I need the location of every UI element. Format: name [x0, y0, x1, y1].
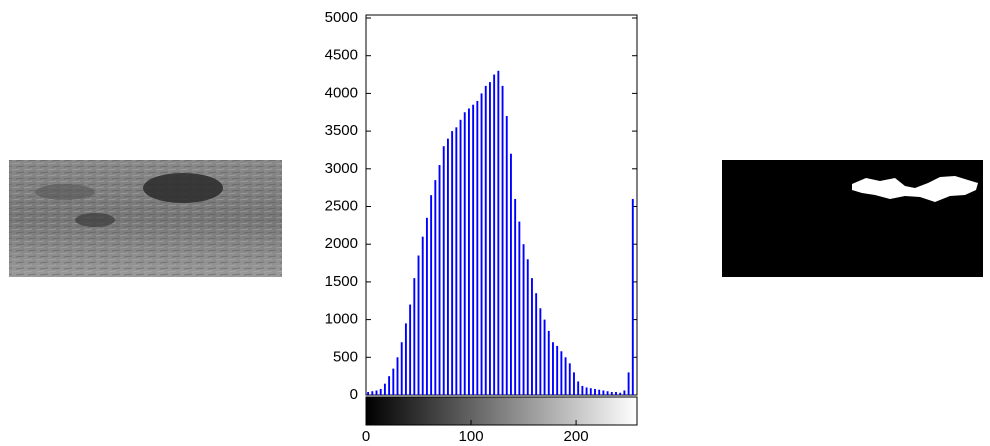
bar [581, 386, 583, 395]
bar [628, 372, 630, 395]
figure: 0500100015002000250030003500400045005000… [0, 0, 990, 446]
bar [607, 391, 609, 395]
y-tick-label: 3000 [325, 160, 358, 177]
bar [371, 391, 373, 395]
segmentation-mask [722, 160, 983, 277]
bar [447, 139, 449, 395]
bar [615, 392, 617, 395]
x-tick-label: 0 [362, 428, 370, 445]
bar [598, 390, 600, 395]
bar [376, 390, 378, 395]
bar [552, 342, 554, 395]
bar [535, 293, 537, 395]
bar [548, 331, 550, 395]
y-tick-label: 5000 [325, 9, 358, 26]
bar [388, 376, 390, 395]
bar [514, 199, 516, 395]
bar [510, 154, 512, 395]
bar [405, 323, 407, 395]
bar [481, 93, 483, 395]
bar [560, 351, 562, 395]
bar [439, 165, 441, 395]
bar [401, 342, 403, 395]
bar [443, 146, 445, 395]
bar [485, 86, 487, 395]
colorbar [366, 397, 637, 425]
bar [455, 127, 457, 395]
bar [565, 357, 567, 395]
y-tick-label: 4500 [325, 47, 358, 64]
bar [632, 199, 634, 395]
bar [590, 388, 592, 395]
bar [527, 259, 529, 395]
bar [460, 120, 462, 395]
bar [468, 108, 470, 395]
bar [422, 237, 424, 395]
ultrasound-image [9, 160, 282, 277]
bar [523, 244, 525, 395]
bar [380, 389, 382, 395]
bar [539, 308, 541, 395]
bar [493, 75, 495, 395]
bar [518, 222, 520, 395]
y-tick-label: 1000 [325, 311, 358, 328]
x-tick-label: 100 [459, 428, 484, 445]
bar [497, 71, 499, 395]
bar [623, 390, 625, 395]
bar [489, 82, 491, 395]
bar [602, 390, 604, 395]
bar [594, 389, 596, 395]
y-tick-label: 0 [350, 386, 358, 403]
y-tick-label: 2500 [325, 197, 358, 214]
bar [573, 372, 575, 395]
bar [413, 278, 415, 395]
bar [476, 101, 478, 395]
bar [384, 384, 386, 395]
bar [531, 278, 533, 395]
bar [569, 363, 571, 395]
y-tick-label: 2000 [325, 235, 358, 252]
bar [586, 387, 588, 395]
bar [392, 369, 394, 395]
bar [544, 320, 546, 395]
bar [464, 112, 466, 395]
y-tick-label: 500 [333, 348, 358, 365]
y-tick-label: 3500 [325, 122, 358, 139]
bar [418, 256, 420, 395]
bar [577, 381, 579, 395]
bar [506, 116, 508, 395]
bar [556, 346, 558, 395]
bar [430, 195, 432, 395]
bar [426, 218, 428, 395]
bar [502, 86, 504, 395]
y-tick-label: 1500 [325, 273, 358, 290]
bar [397, 357, 399, 395]
y-tick-label: 4000 [325, 84, 358, 101]
bar [619, 393, 621, 395]
x-tick-label: 200 [564, 428, 589, 445]
bar [367, 392, 369, 395]
bar [434, 180, 436, 395]
bar [451, 131, 453, 395]
bar [409, 305, 411, 395]
bar [472, 105, 474, 395]
bar [611, 392, 613, 395]
